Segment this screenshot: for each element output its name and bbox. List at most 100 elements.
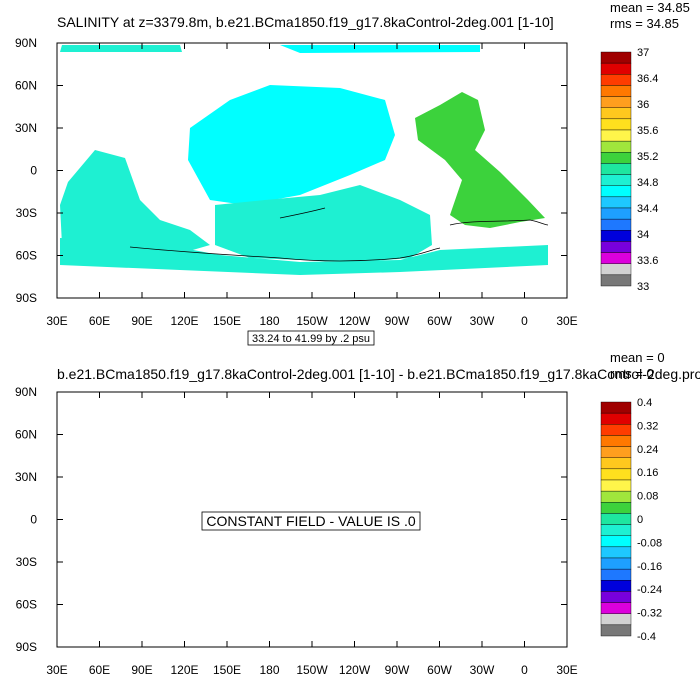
colorbar-swatch bbox=[600, 74, 632, 86]
x-tick-label: 90E bbox=[131, 663, 152, 677]
colorbar-swatch bbox=[600, 401, 632, 414]
x-tick-label: 180 bbox=[259, 314, 279, 328]
y-tick-label: 90N bbox=[15, 36, 37, 50]
salinity-contours bbox=[129, 207, 549, 262]
x-tick-label: 90W bbox=[385, 663, 410, 677]
colorbar-swatch bbox=[600, 457, 632, 470]
colorbar-label: 36 bbox=[637, 99, 649, 111]
panel1-contour-info-box bbox=[247, 330, 375, 346]
x-tick-label: 30W bbox=[470, 663, 495, 677]
panel1-x-ticks: 30E 60E 90E 120E 150E 180 150W 120W 90W 60W 30W 0 30… bbox=[46, 43, 578, 328]
colorbar-swatch bbox=[600, 85, 632, 97]
colorbar-swatch bbox=[600, 557, 632, 570]
panel2-rms: rms = 0 bbox=[610, 366, 654, 381]
colorbar-swatch bbox=[600, 624, 632, 637]
panel2-mean: mean = 0 bbox=[610, 350, 665, 365]
y-tick-label: 30S bbox=[16, 555, 37, 569]
colorbar-label: 33 bbox=[637, 281, 649, 293]
x-tick-label: 150W bbox=[296, 314, 328, 328]
colorbar-swatch bbox=[600, 568, 632, 581]
panel2-x-ticks: 30E 60E 90E 120E 150E 180 150W 120W 90W 60W 30W 0 30… bbox=[46, 392, 578, 677]
colorbar-swatch bbox=[600, 524, 632, 536]
y-tick-label: 60N bbox=[15, 79, 37, 93]
field-arctic bbox=[60, 45, 182, 52]
field-indian bbox=[60, 150, 210, 258]
colorbar-label: 34.8 bbox=[637, 177, 658, 189]
colorbar-swatch bbox=[600, 107, 632, 120]
colorbar-swatch bbox=[600, 152, 632, 164]
colorbar-label: 37 bbox=[637, 47, 649, 59]
colorbar-label: 34 bbox=[637, 229, 649, 241]
colorbar-swatch bbox=[600, 207, 632, 220]
colorbar-label: 35.2 bbox=[637, 151, 658, 163]
y-tick-label: 30N bbox=[15, 121, 37, 135]
y-tick-label: 30S bbox=[16, 206, 37, 220]
colorbar-label: 36.4 bbox=[637, 73, 658, 85]
colorbar-label: 0.08 bbox=[637, 491, 658, 503]
colorbar-swatch bbox=[600, 218, 632, 231]
panel1-colorbar: 37 36.4 36 35.6 35.2 34.8 34.4 34 33.6 33 bbox=[600, 47, 658, 293]
colorbar-label: -0.32 bbox=[637, 608, 662, 620]
colorbar-label: 34.4 bbox=[637, 203, 658, 215]
colorbar-swatch bbox=[600, 435, 632, 447]
colorbar-label: 0 bbox=[637, 514, 643, 526]
y-tick-label: 30N bbox=[15, 470, 37, 484]
panel2-colorbar: 0.4 0.32 0.24 0.16 0.08 0 -0.08 -0.16 -0.24 -0.32… bbox=[600, 397, 662, 643]
panel1-y-ticks: 90N 60N 30N 0 30S 60S 90S bbox=[15, 36, 567, 305]
colorbar-swatch bbox=[600, 129, 632, 142]
colorbar-swatch bbox=[600, 252, 632, 264]
colorbar-label: 33.6 bbox=[637, 255, 658, 267]
colorbar-label: -0.4 bbox=[637, 631, 656, 643]
colorbar-swatch bbox=[600, 230, 632, 242]
panel2-y-ticks: 90N 60N 30N 0 30S 60S 90S bbox=[15, 385, 567, 654]
y-tick-label: 60S bbox=[16, 598, 37, 612]
field-pacific-south bbox=[215, 185, 432, 262]
colorbar-swatch bbox=[600, 274, 632, 287]
colorbar-label: 0.4 bbox=[637, 397, 652, 409]
colorbar-swatch bbox=[600, 412, 632, 425]
x-tick-label: 60W bbox=[427, 314, 452, 328]
x-tick-label: 30W bbox=[470, 314, 495, 328]
x-tick-label: 120W bbox=[339, 663, 371, 677]
colorbar-swatch bbox=[600, 613, 632, 626]
colorbar-swatch bbox=[600, 502, 632, 514]
panel1-mean: mean = 34.85 bbox=[610, 0, 690, 15]
colorbar-swatch bbox=[600, 546, 632, 559]
x-tick-label: 150E bbox=[213, 663, 241, 677]
field-southern bbox=[60, 238, 548, 275]
colorbar-swatch bbox=[600, 140, 632, 153]
field-pacific-north bbox=[188, 85, 395, 205]
x-tick-label: 30E bbox=[46, 663, 67, 677]
y-tick-label: 90N bbox=[15, 385, 37, 399]
x-tick-label: 0 bbox=[521, 663, 528, 677]
y-tick-label: 60N bbox=[15, 428, 37, 442]
colorbar-swatch bbox=[600, 580, 632, 592]
colorbar-swatch bbox=[600, 174, 632, 186]
field-atlantic bbox=[415, 92, 545, 228]
colorbar-swatch bbox=[600, 51, 632, 64]
panel2-annotation-box bbox=[201, 511, 421, 531]
panel1-contour-info: 33.24 to 41.99 by .2 psu bbox=[252, 333, 370, 345]
x-tick-label: 180 bbox=[259, 663, 279, 677]
colorbar-swatch bbox=[600, 479, 632, 492]
panel1-title: SALINITY at z=3379.8m, b.e21.BCma1850.f1… bbox=[57, 14, 554, 30]
x-tick-label: 150E bbox=[213, 314, 241, 328]
colorbar-swatch bbox=[600, 196, 632, 209]
colorbar-swatch bbox=[600, 513, 632, 525]
colorbar-label: -0.16 bbox=[637, 561, 662, 573]
y-tick-label: 90S bbox=[16, 640, 37, 654]
colorbar-swatch bbox=[600, 602, 632, 614]
x-tick-label: 30E bbox=[46, 314, 67, 328]
contour-pacific bbox=[279, 207, 326, 219]
colorbar-swatch bbox=[600, 118, 632, 131]
colorbar-label: 35.6 bbox=[637, 125, 658, 137]
colorbar-swatch bbox=[600, 535, 632, 548]
panel-difference: b.e21.BCma1850.f19_g17.8kaControl-2deg.0… bbox=[15, 350, 700, 677]
colorbar-swatch bbox=[600, 241, 632, 253]
colorbar-label: -0.24 bbox=[637, 584, 662, 596]
panel-salinity: SALINITY at z=3379.8m, b.e21.BCma1850.f1… bbox=[15, 0, 690, 346]
panel2-title: b.e21.BCma1850.f19_g17.8kaControl-2deg.0… bbox=[57, 366, 700, 382]
x-tick-label: 150W bbox=[296, 663, 328, 677]
x-tick-label: 0 bbox=[521, 314, 528, 328]
colorbar-label: 0.16 bbox=[637, 467, 658, 479]
